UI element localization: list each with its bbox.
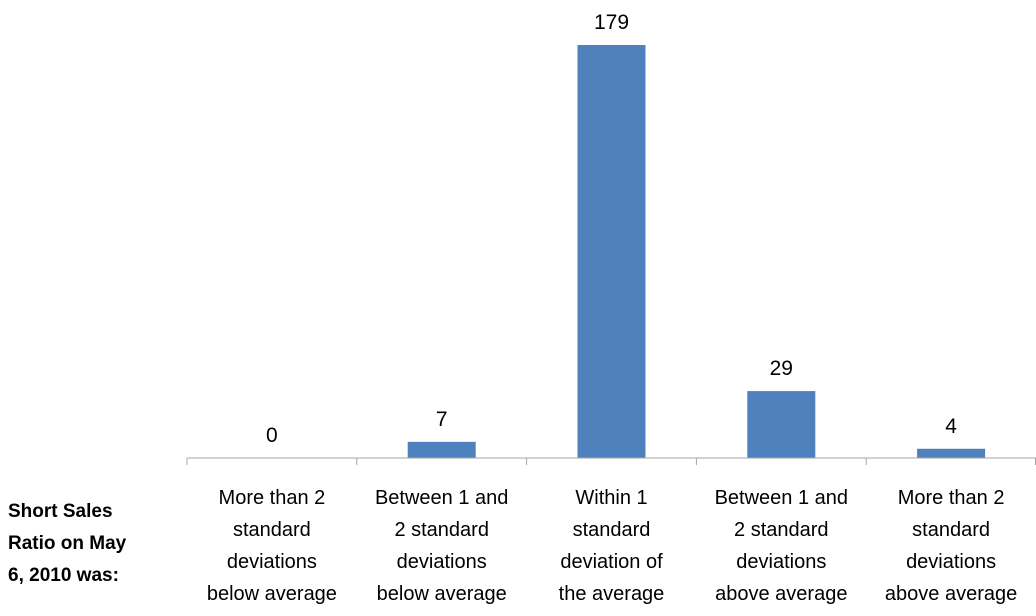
x-tick-label: More than 2 standard deviations above avera… xyxy=(885,487,1017,605)
bar xyxy=(577,45,646,458)
x-tick-label: Between 1 and 2 standard deviations below a… xyxy=(375,487,508,605)
bar xyxy=(407,441,476,458)
x-tick-label: Within 1 standard deviation of the average xyxy=(559,487,665,605)
data-label: 7 xyxy=(436,408,448,431)
bar xyxy=(917,448,986,458)
bar xyxy=(747,391,816,458)
x-tick-label: More than 2 standard deviations below avera… xyxy=(207,487,337,605)
data-label: 29 xyxy=(770,357,793,380)
data-label: 4 xyxy=(945,415,957,438)
x-tick-label: Between 1 and 2 standard deviations above a… xyxy=(715,487,848,605)
x-axis-title: Short Sales Ratio on May 6, 2010 was: xyxy=(8,501,127,586)
data-label: 179 xyxy=(594,11,629,34)
data-label: 0 xyxy=(266,424,278,447)
